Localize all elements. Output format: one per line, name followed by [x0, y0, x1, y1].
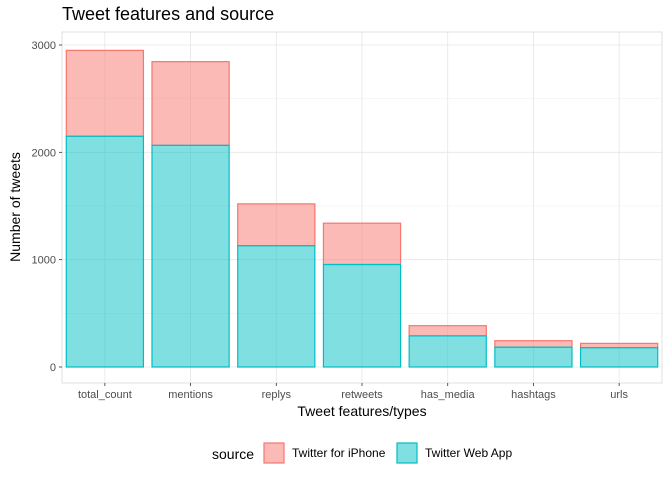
legend-title: source	[212, 446, 254, 462]
y-axis-title: Number of tweets	[7, 152, 23, 262]
bars	[65, 49, 659, 368]
x-tick-label: retweets	[341, 389, 383, 401]
bar-twitter-for-iphone	[237, 203, 316, 247]
legend: source Twitter for iPhone Twitter Web App	[212, 442, 512, 464]
bar-twitter-for-iphone	[579, 342, 659, 349]
y-tick-label: 3000	[32, 40, 56, 52]
y-tick-label: 1000	[32, 255, 56, 267]
legend-label: Twitter for iPhone	[292, 446, 386, 460]
legend-label: Twitter Web App	[425, 446, 512, 460]
legend-key-twitter-for-iphone	[263, 442, 285, 464]
bar-twitter-for-iphone	[408, 325, 487, 337]
bar-twitter-web-app	[494, 346, 573, 368]
legend-key-twitter-web-app	[396, 442, 418, 464]
x-axis-title: Tweet features/types	[297, 403, 426, 419]
bar-twitter-web-app	[151, 144, 230, 368]
y-tick-labels: 0 1000 2000 3000	[32, 40, 62, 374]
bar-twitter-for-iphone	[494, 340, 573, 348]
bar-twitter-for-iphone	[65, 49, 145, 137]
x-tick-label: total_count	[78, 389, 132, 401]
x-tick-label: has_media	[421, 389, 476, 401]
y-tick-label: 2000	[32, 147, 56, 159]
bar-twitter-web-app	[65, 135, 145, 368]
x-tick-label: mentions	[168, 389, 213, 401]
chart-title: Tweet features and source	[62, 4, 274, 24]
bar-twitter-for-iphone	[151, 61, 230, 146]
x-tick-label: hashtags	[511, 389, 556, 401]
x-tick-label: urls	[610, 389, 628, 401]
bar-twitter-for-iphone	[322, 222, 402, 266]
bar-twitter-web-app	[408, 335, 487, 368]
bar-twitter-web-app	[322, 263, 402, 368]
bar-twitter-web-app	[579, 347, 659, 368]
x-tick-labels: total_count mentions replys retweets has_med…	[78, 383, 629, 401]
x-tick-label: replys	[262, 389, 292, 401]
y-tick-label: 0	[50, 362, 56, 374]
bar-twitter-web-app	[237, 245, 316, 368]
